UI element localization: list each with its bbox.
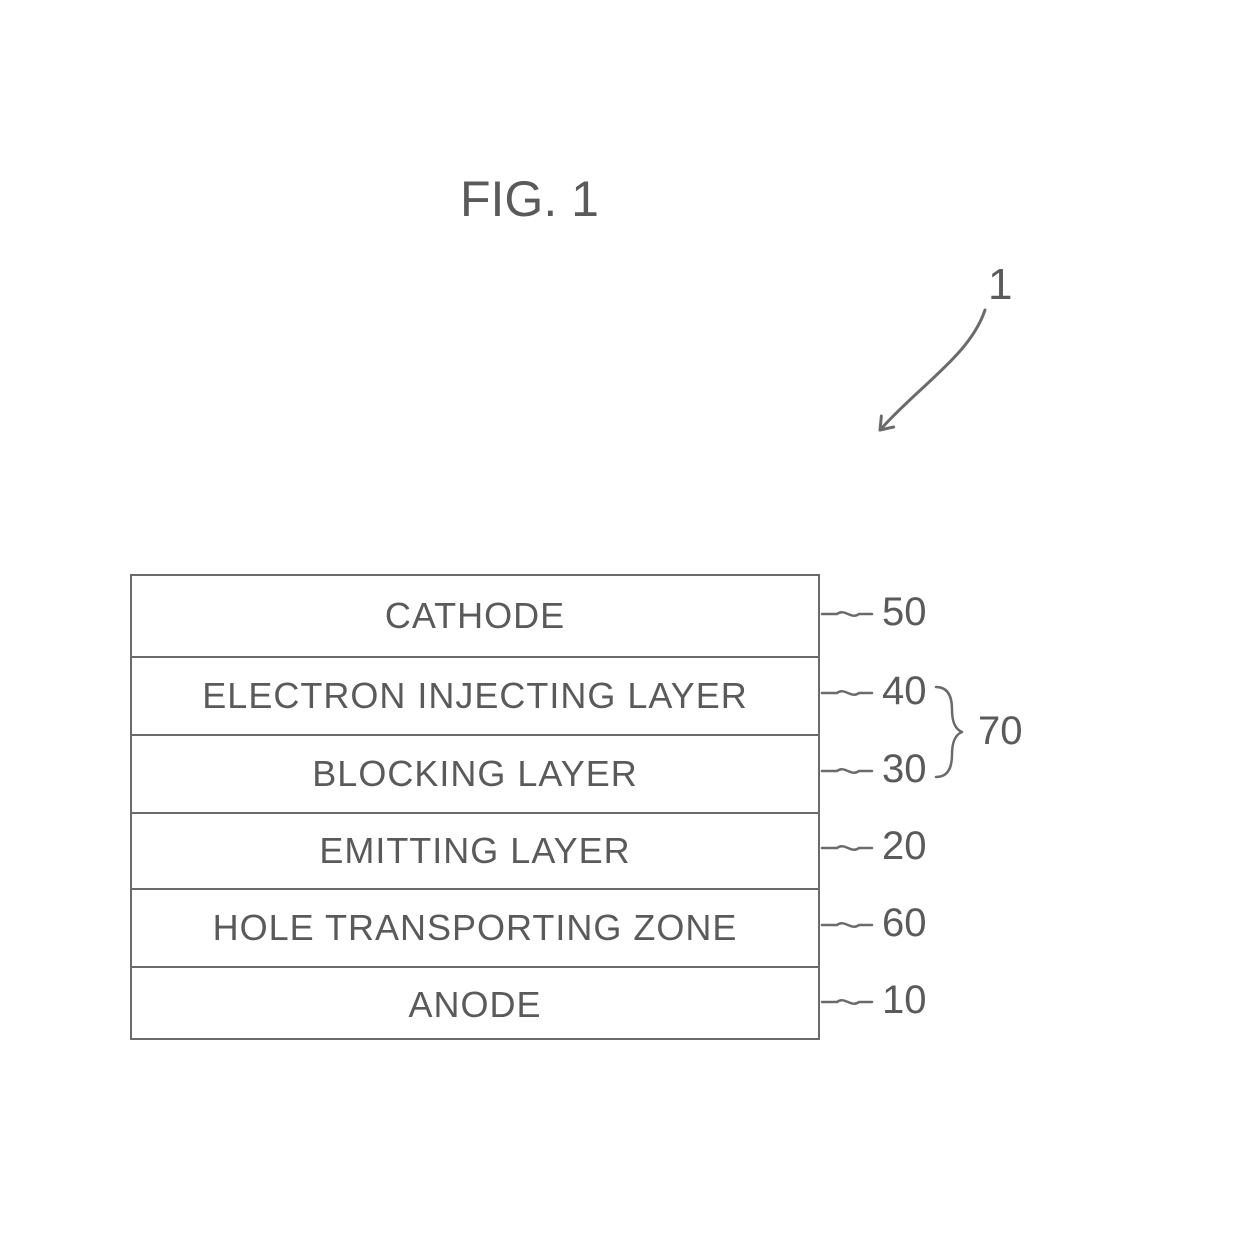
layer-row: CATHODE [132,576,818,656]
layer-ref-number: 40 [882,669,927,714]
layer-ref-number: 30 [882,747,927,792]
layer-ref-number: 50 [882,590,927,635]
layer-ref-number: 10 [882,978,927,1023]
layer-row: BLOCKING LAYER [132,734,818,812]
layer-stack-table: CATHODEELECTRON INJECTING LAYERBLOCKING … [130,574,820,1040]
layer-ref-number: 60 [882,901,927,946]
layer-row: HOLE TRANSPORTING ZONE [132,888,818,966]
figure-title: FIG. 1 [460,170,599,228]
group-ref-number: 70 [978,709,1023,754]
figure-reference-number: 1 [988,260,1012,310]
layer-row: EMITTING LAYER [132,812,818,888]
layer-row: ELECTRON INJECTING LAYER [132,656,818,734]
layer-ref-number: 20 [882,824,927,869]
layer-row: ANODE [132,966,818,1042]
